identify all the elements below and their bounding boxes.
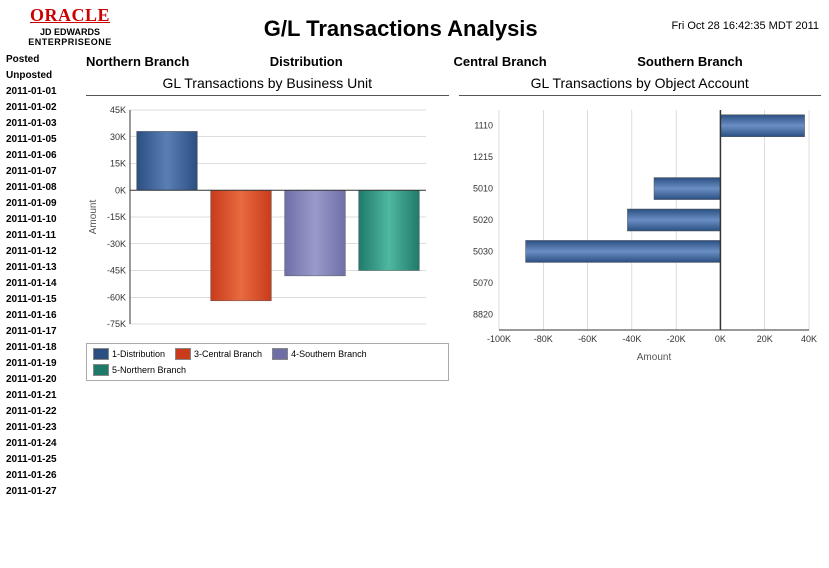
svg-text:Amount: Amount bbox=[88, 199, 99, 234]
svg-text:15K: 15K bbox=[110, 158, 126, 168]
sidebar-item[interactable]: 2011-01-21 bbox=[6, 388, 82, 404]
sidebar-item[interactable]: 2011-01-02 bbox=[6, 100, 82, 116]
svg-text:5030: 5030 bbox=[472, 246, 492, 256]
svg-text:5010: 5010 bbox=[472, 183, 492, 193]
chart-object-account: GL Transactions by Object Account -100K-… bbox=[459, 75, 822, 381]
sidebar-item[interactable]: 2011-01-14 bbox=[6, 276, 82, 292]
branch-header[interactable]: Central Branch bbox=[454, 54, 638, 69]
svg-text:-100K: -100K bbox=[486, 334, 510, 344]
svg-text:8820: 8820 bbox=[472, 309, 492, 319]
sidebar-item[interactable]: 2011-01-15 bbox=[6, 292, 82, 308]
chart2-title: GL Transactions by Object Account bbox=[459, 75, 822, 96]
svg-text:30K: 30K bbox=[110, 131, 126, 141]
sidebar-item[interactable]: Unposted bbox=[6, 68, 82, 84]
sidebar-item[interactable]: 2011-01-26 bbox=[6, 468, 82, 484]
legend-item: 3-Central Branch bbox=[175, 348, 262, 360]
svg-text:0K: 0K bbox=[115, 185, 126, 195]
sidebar-item[interactable]: 2011-01-08 bbox=[6, 180, 82, 196]
sidebar-item[interactable]: 2011-01-05 bbox=[6, 132, 82, 148]
timestamp: Fri Oct 28 16:42:35 MDT 2011 bbox=[671, 20, 819, 32]
sidebar-item[interactable]: 2011-01-20 bbox=[6, 372, 82, 388]
chart1-legend: 1-Distribution 3-Central Branch 4-Southern… bbox=[86, 343, 449, 381]
branch-header[interactable]: Distribution bbox=[270, 54, 454, 69]
svg-text:-60K: -60K bbox=[578, 334, 597, 344]
sidebar-item[interactable]: 2011-01-07 bbox=[6, 164, 82, 180]
sidebar-item[interactable]: 2011-01-13 bbox=[6, 260, 82, 276]
svg-text:-15K: -15K bbox=[107, 212, 126, 222]
svg-text:1215: 1215 bbox=[472, 152, 492, 162]
svg-text:-60K: -60K bbox=[107, 292, 126, 302]
sidebar-item[interactable]: 2011-01-01 bbox=[6, 84, 82, 100]
chart1-svg: -75K -60K -45K -30K -15K 0K 15K 30K 45K Amount bbox=[86, 104, 436, 334]
brand-top: ORACLE bbox=[10, 6, 130, 26]
sidebar-item[interactable]: 2011-01-03 bbox=[6, 116, 82, 132]
svg-text:-20K: -20K bbox=[666, 334, 685, 344]
legend-item: 4-Southern Branch bbox=[272, 348, 367, 360]
sidebar-item[interactable]: 2011-01-06 bbox=[6, 148, 82, 164]
branch-header[interactable]: Southern Branch bbox=[637, 54, 821, 69]
svg-text:20K: 20K bbox=[756, 334, 772, 344]
svg-text:Amount: Amount bbox=[636, 352, 671, 363]
legend-item: 1-Distribution bbox=[93, 348, 165, 360]
svg-text:-30K: -30K bbox=[107, 238, 126, 248]
svg-text:5070: 5070 bbox=[472, 277, 492, 287]
sidebar-item[interactable]: 2011-01-18 bbox=[6, 340, 82, 356]
sidebar-item[interactable]: 2011-01-25 bbox=[6, 452, 82, 468]
svg-text:0K: 0K bbox=[714, 334, 725, 344]
svg-text:40K: 40K bbox=[800, 334, 816, 344]
svg-text:-45K: -45K bbox=[107, 265, 126, 275]
brand-bot: ENTERPRISEONE bbox=[10, 38, 130, 48]
sidebar-item[interactable]: 2011-01-09 bbox=[6, 196, 82, 212]
chart1-title: GL Transactions by Business Unit bbox=[86, 75, 449, 96]
sidebar-item[interactable]: 2011-01-17 bbox=[6, 324, 82, 340]
sidebar-item[interactable]: 2011-01-11 bbox=[6, 228, 82, 244]
svg-text:5020: 5020 bbox=[472, 215, 492, 225]
date-sidebar: PostedUnposted2011-01-012011-01-022011-0… bbox=[0, 52, 82, 500]
sidebar-item[interactable]: 2011-01-19 bbox=[6, 356, 82, 372]
branch-header-row: Northern BranchDistributionCentral Branc… bbox=[86, 54, 821, 69]
logo-block: ORACLE JD EDWARDS ENTERPRISEONE bbox=[10, 6, 130, 48]
svg-text:45K: 45K bbox=[110, 105, 126, 115]
chart2-svg: -100K -80K -60K -40K -20K 0K 20K 40K Amount 1110 1… bbox=[459, 104, 819, 364]
sidebar-item[interactable]: 2011-01-23 bbox=[6, 420, 82, 436]
legend-item: 5-Northern Branch bbox=[93, 364, 186, 376]
branch-header[interactable]: Northern Branch bbox=[86, 54, 270, 69]
svg-text:-80K: -80K bbox=[533, 334, 552, 344]
sidebar-item[interactable]: 2011-01-22 bbox=[6, 404, 82, 420]
svg-text:1110: 1110 bbox=[474, 120, 493, 130]
sidebar-item[interactable]: 2011-01-24 bbox=[6, 436, 82, 452]
sidebar-item[interactable]: 2011-01-27 bbox=[6, 484, 82, 500]
sidebar-item[interactable]: 2011-01-12 bbox=[6, 244, 82, 260]
chart-business-unit: GL Transactions by Business Unit -75K -60… bbox=[86, 75, 449, 381]
sidebar-item[interactable]: Posted bbox=[6, 52, 82, 68]
page-title: G/L Transactions Analysis bbox=[130, 16, 671, 42]
sidebar-item[interactable]: 2011-01-16 bbox=[6, 308, 82, 324]
svg-text:-75K: -75K bbox=[107, 319, 126, 329]
svg-text:-40K: -40K bbox=[622, 334, 641, 344]
sidebar-item[interactable]: 2011-01-10 bbox=[6, 212, 82, 228]
